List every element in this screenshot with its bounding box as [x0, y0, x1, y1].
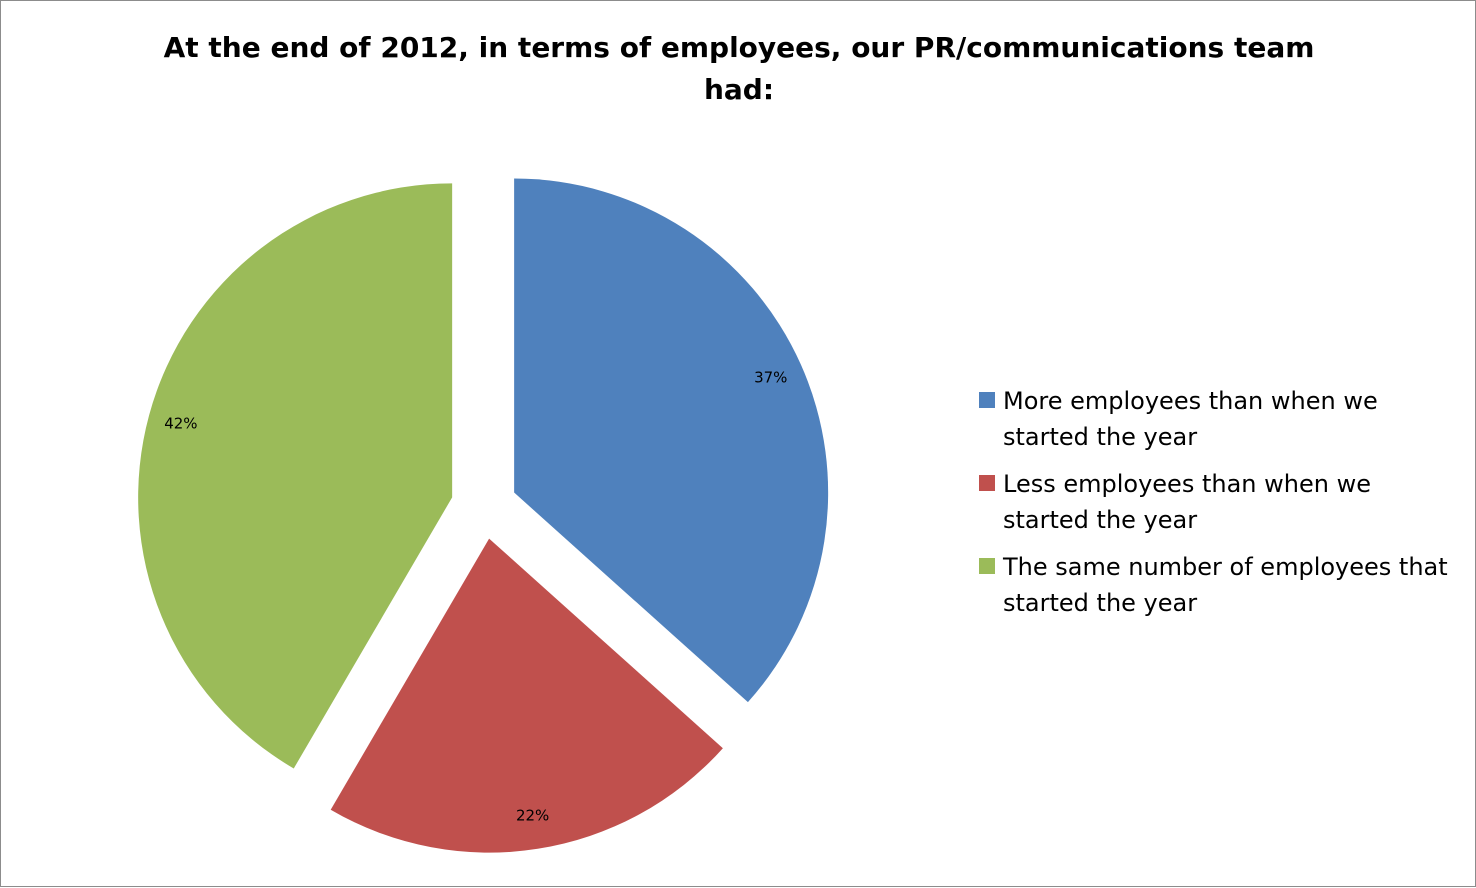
legend-item-same-employees: The same number of employees that starte… [979, 549, 1469, 621]
legend-swatch-more-employees [979, 392, 995, 408]
pie-slice-more-employees [514, 178, 829, 703]
pie-slice-less-employees [330, 538, 723, 853]
pie-data-labels: 37% 22% 42% [164, 368, 787, 824]
pie-slices [138, 178, 829, 853]
data-label-more-employees: 37% [754, 368, 787, 386]
legend-label-less-employees: Less employees than when we started the … [1003, 470, 1371, 534]
legend-item-less-employees: Less employees than when we started the … [979, 466, 1469, 538]
legend-swatch-same-employees [979, 558, 995, 574]
legend-label-more-employees: More employees than when we started the … [1003, 387, 1378, 451]
data-label-less-employees: 22% [516, 807, 549, 825]
legend: More employees than when we started the … [979, 383, 1469, 632]
legend-item-more-employees: More employees than when we started the … [979, 383, 1469, 455]
legend-label-same-employees: The same number of employees that starte… [1003, 553, 1448, 617]
chart-title: At the end of 2012, in terms of employee… [163, 31, 1315, 106]
legend-swatch-less-employees [979, 475, 995, 491]
data-label-same-employees: 42% [164, 414, 197, 432]
pie-slice-same-employees [138, 183, 453, 769]
